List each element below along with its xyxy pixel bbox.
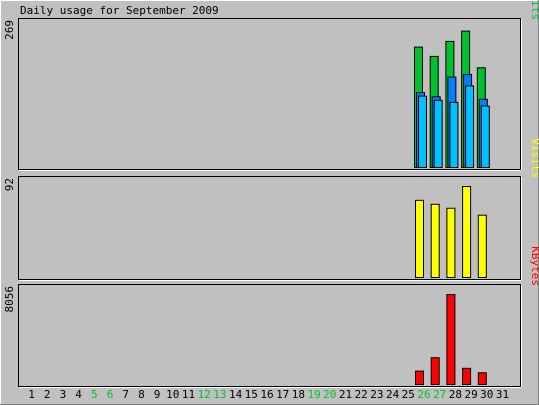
bar-pages-day-30 bbox=[480, 105, 490, 168]
x-tick-label-day-11: 11 bbox=[182, 388, 195, 401]
x-tick-label-day-12: 12 bbox=[198, 388, 211, 401]
bar-visits-day-28 bbox=[446, 207, 456, 278]
x-tick-label-day-1: 1 bbox=[28, 388, 35, 401]
x-tick-label-day-18: 18 bbox=[292, 388, 305, 401]
x-tick-label-day-10: 10 bbox=[166, 388, 179, 401]
bar-kbytes-day-29 bbox=[462, 367, 472, 386]
panel-visits: 92 Visits bbox=[3, 138, 539, 281]
bar-pages-day-27 bbox=[433, 99, 443, 168]
x-tick-label-day-8: 8 bbox=[138, 388, 145, 401]
bar-pages-day-26 bbox=[418, 95, 427, 168]
x-tick-label-day-23: 23 bbox=[370, 388, 383, 401]
chart-title: Daily usage for September 2009 bbox=[20, 4, 219, 17]
x-tick-label-day-25: 25 bbox=[402, 388, 415, 401]
x-tick-label-day-16: 16 bbox=[260, 388, 273, 401]
x-tick-label-day-9: 9 bbox=[154, 388, 161, 401]
x-tick-label-day-17: 17 bbox=[276, 388, 289, 401]
x-tick-label-day-3: 3 bbox=[60, 388, 67, 401]
panel-kbytes: 8056 KBytes bbox=[3, 246, 539, 388]
bar-pages-day-28 bbox=[449, 101, 459, 168]
legend: KBytes bbox=[529, 246, 539, 286]
x-tick-label-day-26: 26 bbox=[417, 388, 430, 401]
x-tick-label-day-5: 5 bbox=[91, 388, 98, 401]
bar-kbytes-day-30 bbox=[477, 372, 487, 386]
bar-kbytes-day-26 bbox=[415, 370, 424, 385]
x-tick-label-day-15: 15 bbox=[245, 388, 258, 401]
bar-visits-day-29 bbox=[462, 186, 472, 278]
x-tick-label-day-29: 29 bbox=[464, 388, 477, 401]
x-tick-label-day-7: 7 bbox=[122, 388, 129, 401]
legend: Visits bbox=[529, 138, 539, 178]
panel-border bbox=[18, 18, 521, 170]
series-visits bbox=[415, 186, 487, 279]
x-tick-label-day-27: 27 bbox=[433, 388, 446, 401]
legend-entry-hits: Hits bbox=[529, 0, 539, 20]
panel-border bbox=[18, 284, 521, 387]
series-kbytes bbox=[415, 294, 487, 386]
legend: Pages/Files/Hits bbox=[529, 0, 539, 20]
x-tick-label-day-20: 20 bbox=[323, 388, 336, 401]
x-tick-label-day-19: 19 bbox=[307, 388, 320, 401]
bar-visits-day-30 bbox=[477, 214, 487, 278]
panel-pages-files-hits: 269 Pages/Files/Hits bbox=[3, 0, 539, 171]
x-tick-label-day-28: 28 bbox=[449, 388, 462, 401]
y-max-label: 8056 bbox=[3, 286, 16, 313]
x-tick-label-day-22: 22 bbox=[355, 388, 368, 401]
legend-entry-visits: Visits bbox=[529, 138, 539, 178]
bar-kbytes-day-28 bbox=[446, 294, 456, 385]
x-tick-label-day-4: 4 bbox=[75, 388, 82, 401]
x-tick-label-day-13: 13 bbox=[213, 388, 226, 401]
series-pages bbox=[418, 85, 490, 168]
bar-kbytes-day-27 bbox=[430, 357, 440, 385]
x-tick-label-day-14: 14 bbox=[229, 388, 243, 401]
x-tick-label-day-21: 21 bbox=[339, 388, 352, 401]
bar-pages-day-29 bbox=[465, 85, 475, 168]
legend-entry-kbytes: KBytes bbox=[529, 246, 539, 286]
panel-border bbox=[18, 176, 521, 280]
x-tick-label-day-6: 6 bbox=[107, 388, 114, 401]
bar-visits-day-26 bbox=[415, 199, 424, 278]
y-max-label: 92 bbox=[3, 178, 16, 191]
y-max-label: 269 bbox=[3, 20, 16, 40]
x-tick-label-day-2: 2 bbox=[44, 388, 51, 401]
bar-visits-day-27 bbox=[430, 203, 440, 279]
x-tick-label-day-24: 24 bbox=[386, 388, 400, 401]
x-tick-label-day-31: 31 bbox=[496, 388, 509, 401]
x-tick-label-day-30: 30 bbox=[480, 388, 493, 401]
